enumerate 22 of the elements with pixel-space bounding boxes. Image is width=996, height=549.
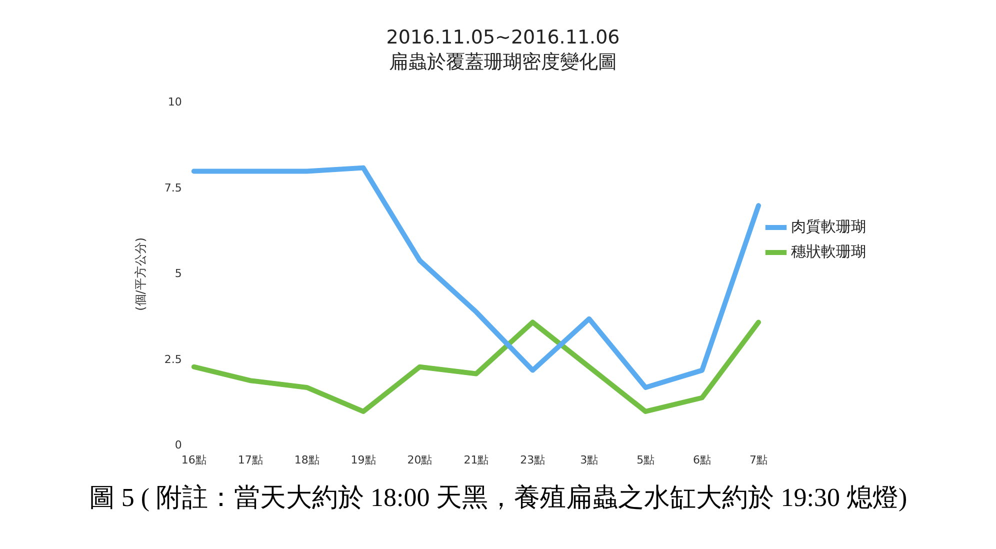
x-tick-label: 21點 <box>464 453 489 466</box>
x-tick-label: 19點 <box>350 453 376 466</box>
x-tick-label: 16點 <box>181 453 206 466</box>
x-tick-label: 17點 <box>238 453 263 466</box>
y-tick-label: 0 <box>174 438 182 452</box>
x-tick-label: 20點 <box>407 453 432 466</box>
chart-title: 2016.11.05~2016.11.06 <box>386 26 620 48</box>
legend-label: 穗狀軟珊瑚 <box>791 242 866 260</box>
y-axis-title: (個/平方公分) <box>133 237 148 311</box>
x-tick-label: 6點 <box>693 453 712 466</box>
x-tick-label: 5點 <box>636 453 655 466</box>
y-tick-label: 2.5 <box>164 352 182 366</box>
y-tick-label: 5 <box>174 267 182 280</box>
chart-subtitle: 扁蟲於覆蓋珊瑚密度變化圖 <box>389 51 617 74</box>
y-tick-label: 10 <box>168 95 182 108</box>
legend-label: 肉質軟珊瑚 <box>791 217 866 236</box>
x-tick-label: 3點 <box>580 453 598 466</box>
x-tick-label: 18點 <box>294 453 320 466</box>
caption: 圖 5 ( 附註：當天大約於 18:00 天黑，養殖扁蟲之水缸大約於 19:30 熄燈) <box>88 482 908 514</box>
x-tick-label: 23點 <box>520 453 546 466</box>
y-tick-label: 7.5 <box>164 181 182 194</box>
x-tick-label: 7點 <box>750 453 768 466</box>
